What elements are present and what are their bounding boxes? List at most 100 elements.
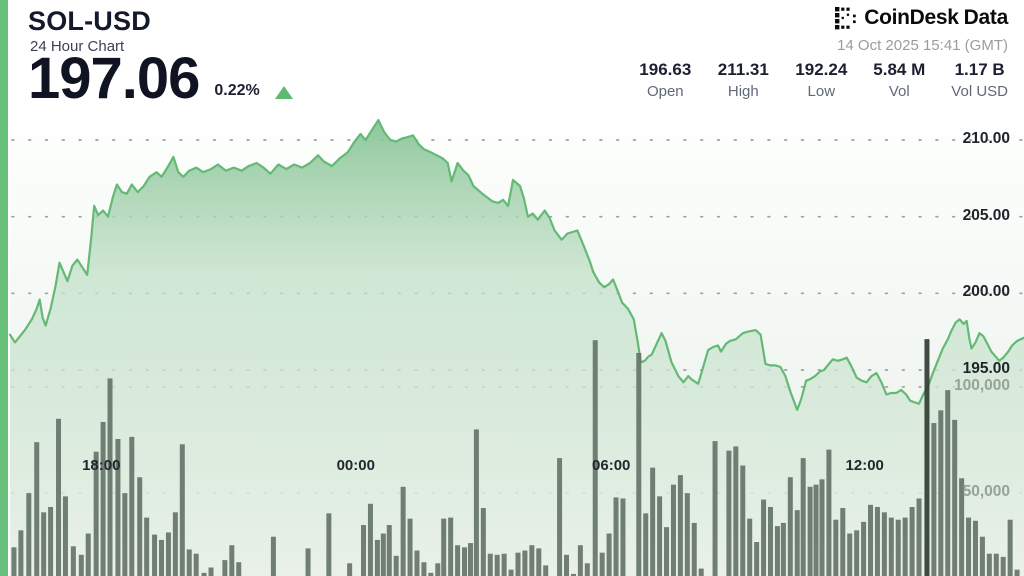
volume-bar bbox=[467, 543, 473, 576]
logo-word-data: Data bbox=[963, 6, 1009, 29]
volume-bar bbox=[48, 506, 54, 576]
volume-bar bbox=[1007, 519, 1013, 576]
volume-bar bbox=[501, 553, 507, 576]
volume-bar bbox=[620, 498, 626, 576]
volume-bar bbox=[407, 518, 413, 576]
volume-bar bbox=[564, 554, 570, 576]
volume-bar bbox=[522, 550, 528, 576]
volume-bar bbox=[305, 548, 311, 576]
volume-bar bbox=[577, 545, 583, 576]
volume-bar bbox=[698, 568, 704, 576]
volume-bar bbox=[122, 493, 128, 576]
volume-bar bbox=[861, 521, 867, 576]
volume-bar bbox=[780, 522, 786, 576]
volume-bar bbox=[909, 506, 915, 576]
stat-low: 192.24 Low bbox=[795, 60, 847, 100]
high-value: 211.31 bbox=[717, 60, 769, 79]
volume-bar bbox=[952, 419, 958, 576]
volume-bar bbox=[924, 339, 930, 576]
volume-bar bbox=[414, 550, 420, 576]
volume-bar bbox=[761, 499, 767, 576]
volume-bar bbox=[529, 545, 535, 576]
low-value: 192.24 bbox=[795, 60, 848, 79]
volume-bar bbox=[916, 498, 922, 576]
volume-bar bbox=[888, 517, 894, 576]
volume-bar bbox=[208, 567, 214, 576]
volume-bar bbox=[144, 517, 150, 576]
volume-bar bbox=[448, 517, 454, 576]
volume-bar bbox=[677, 475, 683, 576]
volume-bar bbox=[159, 539, 165, 576]
volume-bar bbox=[193, 553, 199, 576]
current-price-row: 197.06 0.22% bbox=[28, 46, 293, 111]
volume-bar bbox=[813, 484, 819, 576]
volume-bar bbox=[592, 340, 598, 576]
volume-bar bbox=[115, 438, 121, 576]
volume-value: 5.84 M bbox=[873, 60, 926, 79]
volume-bar bbox=[584, 563, 590, 576]
volume-bar bbox=[543, 565, 549, 576]
current-price: 197.06 bbox=[28, 46, 200, 111]
volume-bar bbox=[393, 555, 399, 576]
volume-bar bbox=[380, 533, 386, 576]
volume-bar bbox=[774, 526, 780, 576]
volume-usd-label: Vol USD bbox=[951, 83, 1008, 100]
volume-bar bbox=[34, 442, 40, 576]
volume-bar bbox=[881, 512, 887, 576]
timestamp: 14 Oct 2025 15:41 (GMT) bbox=[837, 37, 1008, 54]
volume-bar bbox=[986, 553, 992, 576]
volume-bar bbox=[650, 467, 656, 576]
up-triangle-icon bbox=[274, 86, 293, 100]
volume-bar bbox=[868, 504, 874, 576]
volume-bar bbox=[854, 530, 860, 576]
volume-bar bbox=[993, 553, 999, 576]
volume-bar bbox=[979, 536, 985, 576]
volume-bar bbox=[1000, 556, 1006, 576]
volume-bar bbox=[787, 477, 793, 576]
volume-bar bbox=[664, 527, 670, 576]
volume-usd-value: 1.17 B bbox=[954, 60, 1005, 79]
volume-bar bbox=[819, 479, 825, 576]
volume-bar bbox=[222, 560, 228, 576]
ohlc-stats-row: 196.63 Open 211.31 High 192.24 Low 5.84 … bbox=[639, 60, 1008, 100]
open-label: Open bbox=[646, 83, 684, 100]
volume-bar bbox=[85, 533, 91, 576]
volume-bar bbox=[902, 517, 908, 576]
volume-bar bbox=[1014, 569, 1020, 576]
change-percent: 0.22% bbox=[214, 82, 260, 100]
stat-volume: 5.84 M Vol bbox=[873, 60, 925, 100]
volume-bar bbox=[895, 519, 901, 576]
volume-bar bbox=[874, 506, 880, 576]
volume-bar bbox=[599, 552, 605, 576]
volume-bar bbox=[800, 458, 806, 576]
volume-bar bbox=[41, 512, 47, 576]
volume-bar bbox=[129, 436, 135, 576]
volume-bar bbox=[726, 450, 732, 576]
coindesk-data-logo[interactable]: CoinDesk Data bbox=[835, 6, 1008, 30]
volume-bar bbox=[959, 478, 965, 576]
high-label: High bbox=[727, 83, 759, 100]
volume-bar bbox=[657, 496, 663, 576]
volume-bar bbox=[613, 497, 619, 576]
volume-bar bbox=[56, 418, 62, 576]
volume-bar bbox=[26, 493, 32, 576]
volume-bar bbox=[435, 563, 441, 576]
volume-bar bbox=[754, 542, 760, 576]
volume-bar bbox=[480, 508, 486, 576]
price-area-fill bbox=[10, 120, 1024, 576]
stat-volume-usd: 1.17 B Vol USD bbox=[951, 60, 1008, 100]
volume-bar bbox=[536, 548, 542, 576]
volume-bar bbox=[684, 493, 690, 576]
volume-bar bbox=[747, 518, 753, 576]
volume-bar bbox=[11, 547, 17, 576]
volume-bar bbox=[840, 508, 846, 576]
volume-bar bbox=[152, 534, 158, 576]
volume-bar bbox=[62, 496, 68, 576]
volume-bar bbox=[229, 545, 235, 576]
volume-bar bbox=[740, 465, 746, 576]
volume-bar bbox=[326, 513, 332, 576]
volume-bar bbox=[455, 545, 461, 576]
volume-bar bbox=[70, 546, 76, 576]
volume-bar bbox=[93, 451, 99, 576]
